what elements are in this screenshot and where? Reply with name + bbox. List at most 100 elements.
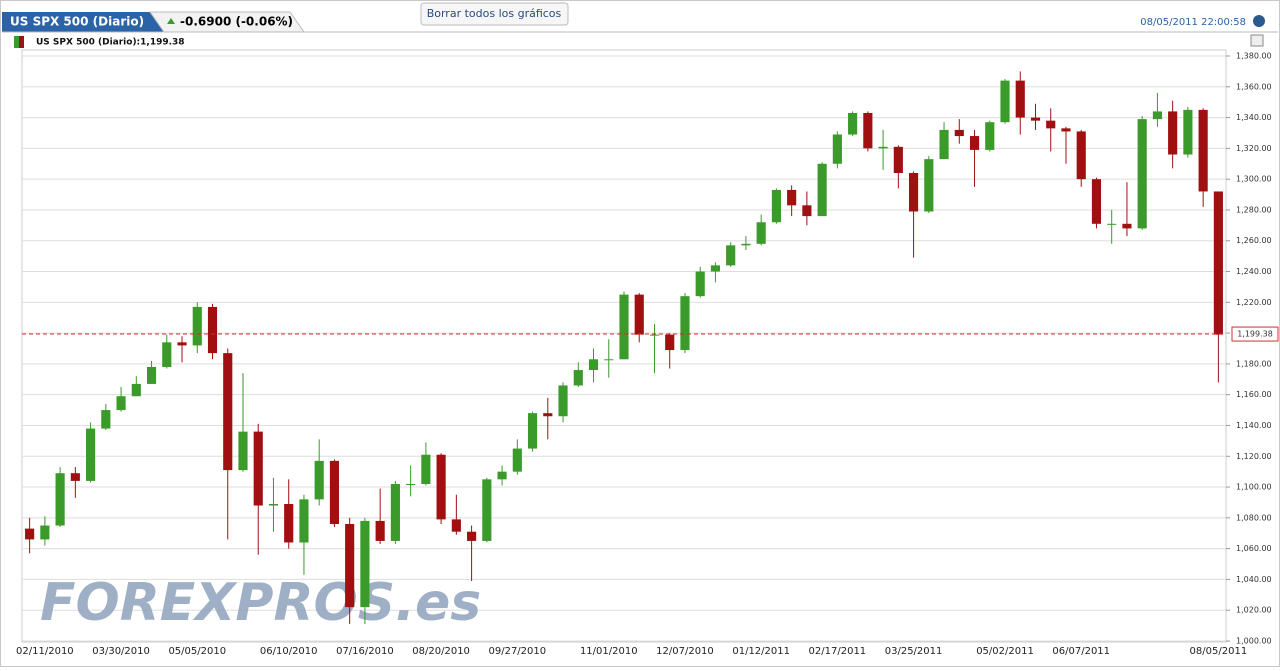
y-tick-label: 1,000.00 — [1236, 637, 1272, 646]
x-tick-label: 01/12/2011 — [732, 646, 790, 657]
y-tick-label: 1,060.00 — [1236, 544, 1272, 553]
candle-body — [588, 359, 599, 371]
x-tick-label: 03/30/2010 — [92, 646, 150, 657]
candle-body — [329, 460, 340, 524]
candle-body — [1213, 191, 1223, 335]
y-tick-label: 1,020.00 — [1236, 606, 1272, 615]
x-tick-label: 12/07/2010 — [656, 646, 714, 657]
candle-body — [1061, 128, 1071, 132]
candle-body — [939, 129, 949, 160]
candle-body — [741, 243, 751, 246]
candle-body — [207, 306, 218, 354]
candle-body — [467, 531, 477, 541]
y-tick-label: 1,160.00 — [1236, 390, 1272, 399]
candle-body — [451, 519, 461, 532]
candle-body — [543, 413, 553, 417]
y-tick-label: 1,240.00 — [1236, 267, 1272, 276]
x-tick-label: 02/17/2011 — [809, 646, 867, 657]
candle-body — [375, 520, 385, 541]
candle-body — [131, 383, 141, 397]
candle-body — [832, 134, 842, 164]
candle-body — [512, 448, 522, 472]
y-tick-label: 1,300.00 — [1236, 175, 1272, 184]
candle-body — [908, 173, 919, 212]
candle-body — [268, 503, 279, 506]
candle-body — [649, 334, 660, 336]
plot-frame — [21, 49, 1227, 643]
last-price-box — [1231, 326, 1279, 342]
candle-body — [756, 222, 766, 244]
candle-body — [1168, 111, 1178, 155]
candle-body — [25, 528, 35, 540]
candle-body — [406, 483, 416, 485]
candle-body — [817, 163, 827, 217]
candle-body — [436, 454, 446, 520]
candle-body — [284, 503, 294, 543]
y-tick-label: 1,320.00 — [1236, 144, 1272, 153]
x-tick-label: 03/25/2011 — [885, 646, 943, 657]
y-tick-label: 1,340.00 — [1236, 113, 1272, 122]
candle-body — [223, 353, 233, 471]
candle-body — [726, 245, 736, 266]
change-icon — [167, 18, 175, 24]
candle-body — [619, 294, 629, 360]
candle-body — [55, 473, 65, 526]
candle-body — [162, 342, 172, 367]
change: -0.6900 (-0.06%) — [180, 15, 293, 29]
x-tick-label: 11/01/2010 — [580, 646, 638, 657]
minimize-button[interactable] — [1250, 34, 1264, 47]
tab[interactable] — [2, 12, 164, 32]
candle-body — [527, 413, 538, 449]
candle-body — [1198, 109, 1208, 192]
candle-body — [848, 112, 858, 135]
y-tick-label: 1,220.00 — [1236, 298, 1272, 307]
y-tick-label: 1,040.00 — [1236, 575, 1272, 584]
candle-body — [787, 189, 797, 206]
legend-label: US SPX 500 (Diario):1,199.38 — [36, 38, 185, 48]
candle-body — [1046, 120, 1056, 129]
candle-body — [665, 334, 675, 351]
candle-body — [40, 525, 50, 540]
candle-body — [680, 296, 690, 351]
y-tick-label: 1,120.00 — [1236, 452, 1272, 461]
x-tick-label: 05/05/2010 — [168, 646, 226, 657]
candle-body — [1107, 223, 1117, 225]
candle-body — [969, 136, 980, 150]
candle-body — [70, 473, 80, 481]
clear-button-label[interactable]: Borrar todos los gráficos — [427, 7, 562, 20]
candle-body — [573, 370, 583, 386]
candle-body — [924, 159, 934, 212]
candle-body — [482, 479, 492, 541]
candle-body — [1137, 119, 1147, 229]
candle-body — [253, 431, 263, 506]
candle-body — [86, 428, 96, 481]
candle-body — [421, 454, 431, 484]
candle-body — [1122, 223, 1132, 229]
timestamp: 08/05/2011 22:00:58 — [1140, 17, 1246, 28]
clear-button[interactable] — [420, 2, 569, 26]
x-tick-label: 08/05/2011 — [1190, 646, 1248, 657]
x-tick-label: 06/10/2010 — [260, 646, 318, 657]
candle-body — [878, 146, 888, 149]
candle-body — [360, 520, 370, 608]
x-tick-label: 08/20/2010 — [412, 646, 470, 657]
candle-body — [146, 366, 157, 384]
x-tick-label: 07/16/2010 — [336, 646, 394, 657]
settings-icon[interactable] — [1253, 15, 1265, 27]
candle-body — [1152, 111, 1162, 120]
candle-body — [558, 385, 568, 417]
candle-body — [695, 271, 705, 297]
last-price-label: 1,199.38 — [1237, 330, 1273, 339]
candle-body — [1000, 80, 1010, 123]
candle-body — [1030, 117, 1041, 121]
candle-body — [1091, 179, 1102, 224]
candle-body — [497, 471, 507, 480]
candle-body — [634, 294, 644, 335]
y-tick-label: 1,380.00 — [1236, 52, 1272, 61]
candle-body — [116, 396, 126, 411]
candle-body — [771, 189, 781, 223]
candle-body — [985, 122, 995, 150]
candle-body — [802, 205, 812, 217]
